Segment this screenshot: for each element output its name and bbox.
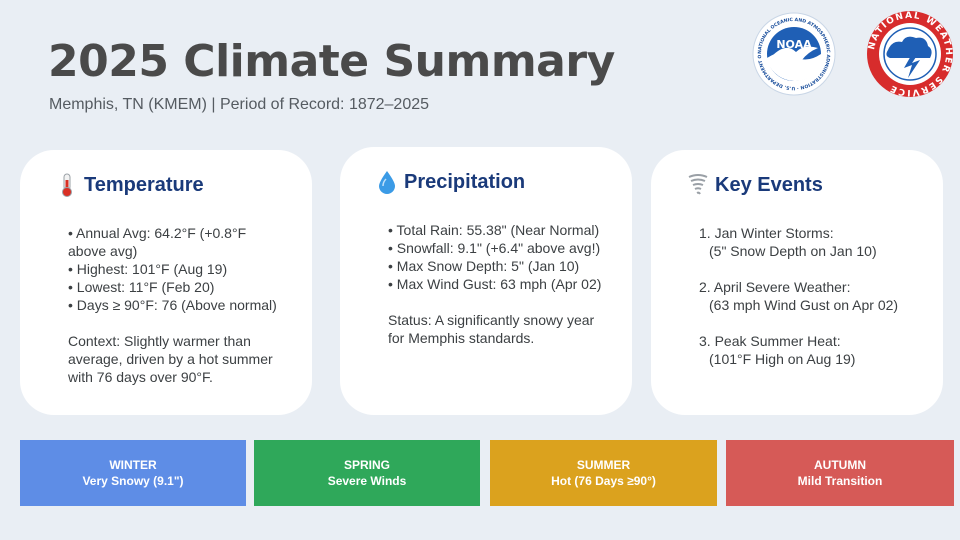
temperature-card: Temperature • Annual Avg: 64.2°F (+0.8°F… <box>20 150 312 415</box>
page-subtitle: Memphis, TN (KMEM) | Period of Record: 1… <box>49 96 430 113</box>
list-item: • Lowest: 11°F (Feb 20) <box>68 279 215 295</box>
nws-logo: NATIONAL WEATHER SERVICE <box>866 10 954 98</box>
temperature-card-body: • Annual Avg: 64.2°F (+0.8°F above avg) … <box>68 224 288 386</box>
season-name: AUTUMN <box>814 458 866 472</box>
key-events-card: Key Events 1. Jan Winter Storms: (5" Sno… <box>651 150 943 415</box>
event-detail: (63 mph Wind Gust on Apr 02) <box>709 297 899 313</box>
season-tile-spring: SPRING Severe Winds <box>254 440 480 506</box>
precipitation-status: Status: A significantly snowy year for M… <box>388 312 595 346</box>
tornado-icon <box>687 172 709 198</box>
temperature-context: Context: Slightly warmer than average, d… <box>68 333 273 385</box>
precipitation-card: Precipitation • Total Rain: 55.38" (Near… <box>340 147 632 415</box>
list-item: • Days ≥ 90°F: 76 (Above normal) <box>68 297 277 313</box>
list-item: • Total Rain: 55.38" (Near Normal) <box>388 222 600 238</box>
season-desc: Mild Transition <box>797 474 883 488</box>
temperature-card-header: Temperature <box>56 170 288 200</box>
list-item: • Snowfall: 9.1" (+6.4" above avg!) <box>388 240 601 256</box>
precipitation-card-title: Precipitation <box>404 170 526 193</box>
droplet-icon <box>376 169 398 195</box>
noaa-logo: NATIONAL OCEANIC AND ATMOSPHERIC ADMINIS… <box>750 8 836 96</box>
season-tile-summer: SUMMER Hot (76 Days ≥90°) <box>490 440 717 506</box>
key-events-card-header: Key Events <box>687 170 919 200</box>
precipitation-card-body: • Total Rain: 55.38" (Near Normal) • Sno… <box>388 221 608 347</box>
season-desc: Severe Winds <box>327 474 407 488</box>
event-heading: 2. April Severe Weather: <box>699 279 851 295</box>
key-events-card-body: 1. Jan Winter Storms: (5" Snow Depth on … <box>699 224 919 368</box>
event-detail: (101°F High on Aug 19) <box>709 351 856 367</box>
thermometer-icon <box>56 172 78 198</box>
list-item: • Annual Avg: 64.2°F (+0.8°F above avg) <box>68 225 247 259</box>
event-heading: 3. Peak Summer Heat: <box>699 333 841 349</box>
event-heading: 1. Jan Winter Storms: <box>699 225 834 241</box>
season-name: SUMMER <box>576 458 631 472</box>
noaa-logo-text: NOAA <box>776 38 812 51</box>
season-tile-winter: WINTER Very Snowy (9.1") <box>20 440 246 506</box>
season-tile-autumn: AUTUMN Mild Transition <box>726 440 954 506</box>
key-events-card-title: Key Events <box>715 173 823 196</box>
season-name: SPRING <box>343 458 390 472</box>
season-desc: Hot (76 Days ≥90°) <box>551 474 656 488</box>
list-item: • Highest: 101°F (Aug 19) <box>68 261 228 277</box>
event-detail: (5" Snow Depth on Jan 10) <box>709 243 877 259</box>
list-item: • Max Snow Depth: 5" (Jan 10) <box>388 258 580 274</box>
temperature-card-title: Temperature <box>84 173 204 196</box>
list-item: • Max Wind Gust: 63 mph (Apr 02) <box>388 276 602 292</box>
season-name: WINTER <box>109 458 157 472</box>
page-title: 2025 Climate Summary <box>48 36 615 87</box>
precipitation-card-header: Precipitation <box>376 167 608 197</box>
season-desc: Very Snowy (9.1") <box>82 474 184 488</box>
